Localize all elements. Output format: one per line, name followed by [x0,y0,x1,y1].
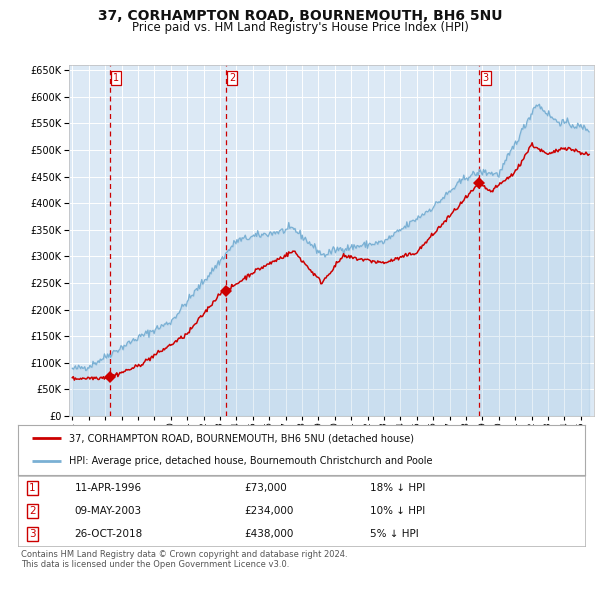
Text: 5% ↓ HPI: 5% ↓ HPI [370,529,418,539]
Text: 1: 1 [29,483,35,493]
Text: 09-MAY-2003: 09-MAY-2003 [75,506,142,516]
Text: 1: 1 [113,73,119,83]
Text: £234,000: £234,000 [245,506,294,516]
Text: Price paid vs. HM Land Registry's House Price Index (HPI): Price paid vs. HM Land Registry's House … [131,21,469,34]
Text: Contains HM Land Registry data © Crown copyright and database right 2024.
This d: Contains HM Land Registry data © Crown c… [21,550,347,569]
Text: 3: 3 [483,73,489,83]
Text: £73,000: £73,000 [245,483,287,493]
Text: 2: 2 [29,506,35,516]
Text: 37, CORHAMPTON ROAD, BOURNEMOUTH, BH6 5NU (detached house): 37, CORHAMPTON ROAD, BOURNEMOUTH, BH6 5N… [69,433,414,443]
Text: 2: 2 [229,73,235,83]
Text: 37, CORHAMPTON ROAD, BOURNEMOUTH, BH6 5NU: 37, CORHAMPTON ROAD, BOURNEMOUTH, BH6 5N… [98,9,502,23]
Text: £438,000: £438,000 [245,529,294,539]
Text: 10% ↓ HPI: 10% ↓ HPI [370,506,425,516]
Text: 3: 3 [29,529,35,539]
Text: 18% ↓ HPI: 18% ↓ HPI [370,483,425,493]
Text: HPI: Average price, detached house, Bournemouth Christchurch and Poole: HPI: Average price, detached house, Bour… [69,457,433,467]
Text: 11-APR-1996: 11-APR-1996 [75,483,142,493]
Text: 26-OCT-2018: 26-OCT-2018 [75,529,143,539]
